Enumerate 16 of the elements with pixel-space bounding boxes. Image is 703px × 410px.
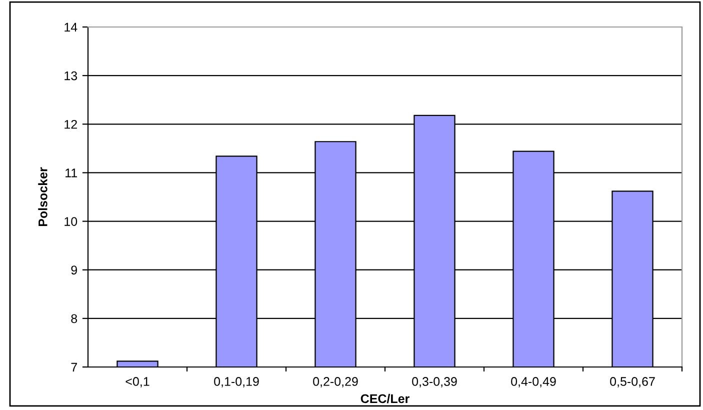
y-tick-label: 8: [71, 314, 78, 324]
y-tick-label: 11: [66, 168, 77, 178]
y-tick-label: 9: [71, 266, 77, 275]
x-tick-label: 0,3-0,39: [412, 377, 457, 388]
x-tick-label: 0,5-0,67: [610, 377, 655, 388]
y-tick-label: 13: [64, 71, 78, 80]
x-tick-label: 0,4-0,49: [511, 377, 556, 388]
x-tick-label: 0,2-0,29: [313, 377, 358, 388]
x-axis-title: CEC/Ler: [360, 394, 410, 404]
x-tick-label: <0,1: [126, 377, 150, 388]
y-tick-label: 7: [71, 362, 77, 372]
y-tick-label: 14: [64, 22, 78, 32]
x-tick-label: 0,1-0,19: [214, 377, 259, 388]
y-axis-title: Polsocker: [38, 167, 48, 226]
y-tick-label: 12: [64, 120, 77, 129]
y-tick-label: 10: [64, 217, 78, 226]
